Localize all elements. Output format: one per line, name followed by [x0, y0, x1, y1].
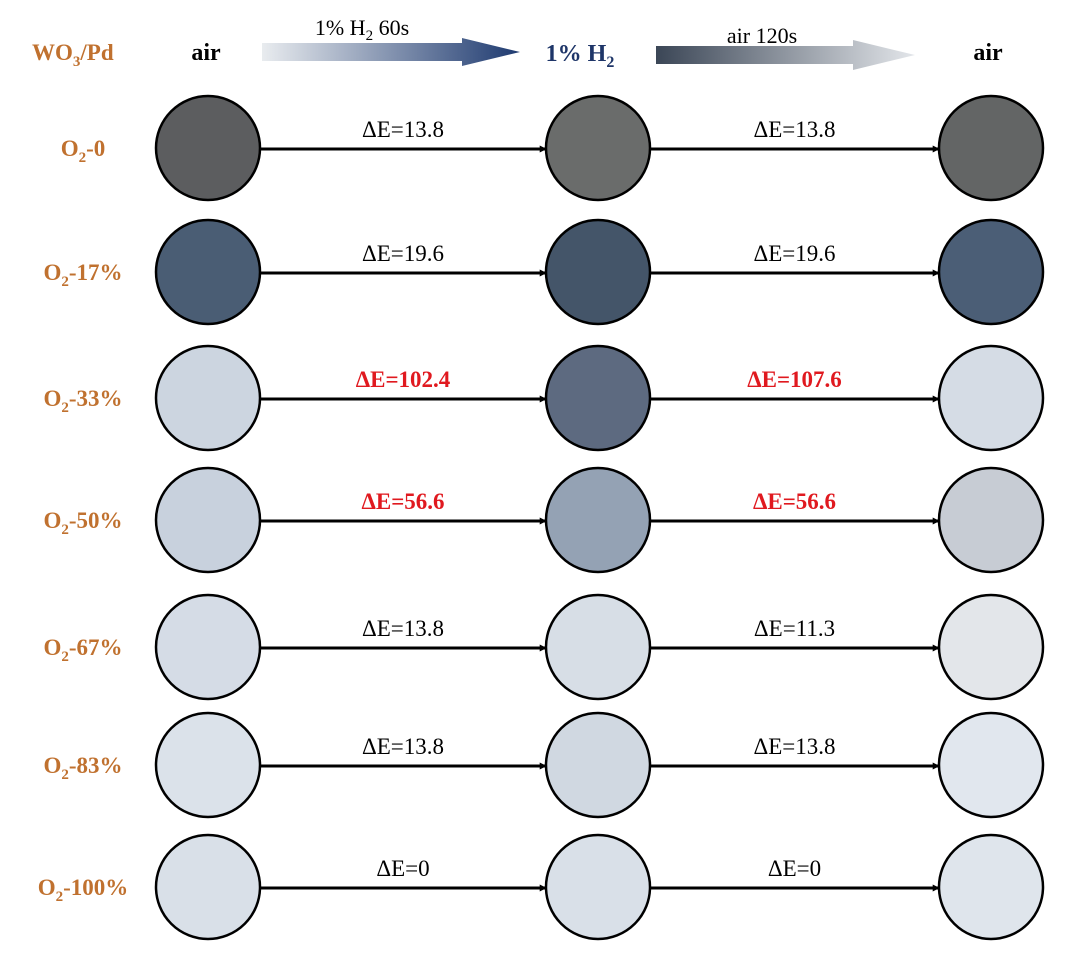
rows-layer: O2-0ΔE=13.8 ΔE=13.8O2-17%ΔE=19.6 ΔE=19.6O2… [38, 94, 1045, 941]
sample-disk-air-initial [154, 218, 262, 326]
sample-disk-air-initial [154, 833, 262, 941]
sample-disk-h2 [544, 94, 652, 202]
delta-e-label: ΔE=19.6 [362, 241, 444, 266]
sample-disk-air-initial [154, 94, 262, 202]
delta-e-label: ΔE=11.3 [754, 616, 835, 641]
delta-e-label: ΔE=13.8 [753, 117, 835, 142]
sample-disk-air-recovered [937, 833, 1045, 941]
delta-e-label: ΔE=13.8 [753, 734, 835, 759]
sample-disk-air-initial [154, 593, 262, 701]
sample-disk-air-initial [154, 711, 262, 819]
h2-exposure-arrow [262, 38, 520, 66]
sample-disk-air-initial [154, 466, 262, 574]
delta-e-label: ΔE=56.6 [361, 489, 444, 514]
sample-disk-air-recovered [937, 94, 1045, 202]
sample-disk-h2 [544, 466, 652, 574]
air-recovery-arrow-label: air 120s [727, 23, 797, 48]
material-label: WO3/Pd [32, 40, 114, 70]
delta-e-label: ΔE=19.6 [753, 241, 835, 266]
sample-disk-h2 [544, 218, 652, 326]
sample-disk-h2 [544, 593, 652, 701]
delta-e-label: ΔE=107.6 [747, 367, 842, 392]
sample-disk-air-recovered [937, 711, 1045, 819]
row-label: O2-50% [43, 508, 122, 538]
air-recovery-arrow [656, 40, 915, 70]
row-2: O2-33% ΔE=102.4 ΔE=107.6 [43, 344, 1045, 452]
row-0: O2-0 ΔE=13.8 ΔE=13.8 [61, 94, 1045, 202]
sample-disk-h2 [544, 711, 652, 819]
row-4: O2-67% ΔE=13.8 ΔE=11.3 [43, 593, 1045, 701]
delta-e-label: ΔE=102.4 [356, 367, 451, 392]
delta-e-label: ΔE=13.8 [362, 734, 444, 759]
row-label: O2-83% [43, 753, 122, 783]
sample-disk-h2 [544, 833, 652, 941]
delta-e-label: ΔE=13.8 [362, 117, 444, 142]
delta-e-label: ΔE=0 [768, 856, 821, 881]
sample-disk-air-initial [154, 344, 262, 452]
delta-e-label: ΔE=56.6 [753, 489, 836, 514]
row-3: O2-50% ΔE=56.6 ΔE=56.6 [43, 466, 1045, 574]
delta-e-label: ΔE=0 [376, 856, 429, 881]
column-header-air-start: air [191, 40, 221, 66]
row-6: O2-100% ΔE=0 ΔE=0 [38, 833, 1045, 941]
column-header-air-end: air [973, 40, 1003, 66]
row-label: O2-67% [43, 635, 122, 665]
h2-exposure-arrow-label: 1% H2 60s [315, 15, 409, 44]
row-1: O2-17% ΔE=19.6 ΔE=19.6 [43, 218, 1045, 326]
sample-disk-air-recovered [937, 593, 1045, 701]
sample-disk-h2 [544, 344, 652, 452]
row-label: O2-17% [43, 260, 122, 290]
row-label: O2-0 [61, 136, 106, 166]
row-5: O2-83% ΔE=13.8 ΔE=13.8 [43, 711, 1045, 819]
sample-disk-air-recovered [937, 218, 1045, 326]
row-label: O2-33% [43, 386, 122, 416]
sample-disk-air-recovered [937, 344, 1045, 452]
column-header-h2: 1% H2 [546, 41, 615, 71]
delta-e-label: ΔE=13.8 [362, 616, 444, 641]
sample-disk-air-recovered [937, 466, 1045, 574]
row-label: O2-100% [38, 875, 129, 905]
